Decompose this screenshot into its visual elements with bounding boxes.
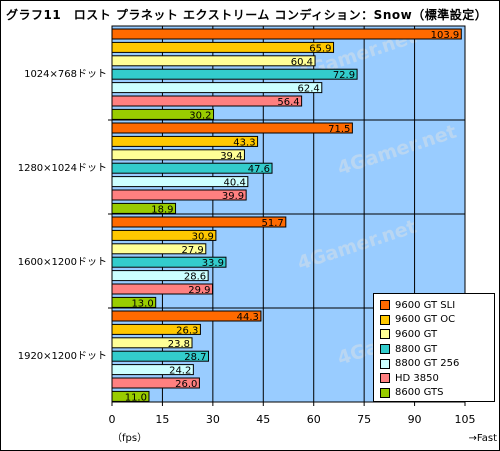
data-label: 23.8 [168,339,190,350]
data-label: 26.3 [176,325,198,336]
bar [111,243,207,255]
bar [111,122,353,134]
legend-label: 8800 GT 256 [395,358,460,370]
legend-label: 8600 GTS [395,387,444,399]
data-label: 60.4 [291,57,313,68]
legend-swatch [380,358,390,369]
data-label: 47.6 [248,164,270,175]
data-label: 72.9 [333,70,355,81]
legend-item: HD 3850 [380,371,490,386]
bar [111,364,194,376]
bar [111,229,217,241]
legend-item: 9600 GT OC [380,313,490,328]
x-tick-label: 105 [455,413,476,426]
legend-swatch [380,387,390,398]
bar [111,256,227,268]
legend-label: HD 3850 [395,372,439,384]
data-label: 40.4 [224,178,246,189]
legend-swatch [380,373,390,384]
data-label: 11.0 [125,392,147,403]
bar [111,337,193,349]
x-tick-label: 45 [256,413,270,426]
bar [111,377,200,389]
bar [111,323,201,335]
bar [111,28,462,40]
bar [111,283,214,295]
data-label: 28.7 [184,352,206,363]
legend-label: 9600 GT [395,328,438,340]
x-axis-label-units: （fps） [112,432,147,444]
bar [111,108,215,120]
data-label: 43.3 [233,137,255,148]
x-tick-label: 90 [408,413,422,426]
legend-item: 8600 GTS [380,386,490,401]
data-label: 56.4 [277,97,299,108]
legend-swatch [380,314,390,325]
chart-title: グラフ11 ロスト プラネット エクストリーム コンディション：Snow（標準設… [6,8,488,22]
bar [111,390,150,402]
bar [111,162,273,174]
bar [111,82,323,94]
legend-label: 9600 GT SLI [395,299,456,311]
data-label: 65.9 [309,43,331,54]
category-label: 1920×1200ドット [18,351,107,362]
category-label: 1600×1200ドット [18,257,107,268]
bar [111,41,335,53]
bar [111,95,303,107]
x-tick-label: 15 [155,413,169,426]
data-label: 28.6 [184,272,206,283]
bar [111,149,245,161]
bar [111,270,209,282]
data-label: 71.5 [328,124,350,135]
bar [111,68,358,80]
bar [111,176,249,188]
bar [111,310,262,322]
data-label: 26.0 [175,379,197,390]
data-label: 30.2 [189,110,211,121]
data-label: 103.9 [431,30,460,41]
data-label: 13.0 [131,298,153,309]
x-tick-label: 75 [357,413,371,426]
data-label: 51.7 [262,218,284,229]
bar [111,216,287,228]
bar [111,350,209,362]
data-label: 39.4 [220,151,242,162]
legend-swatch [380,329,390,340]
data-label: 27.9 [182,245,204,256]
legend: 9600 GT SLI 9600 GT OC 9600 GT 8800 GT 8800 … [373,293,495,402]
legend-label: 8800 GT [395,343,438,355]
category-label: 1280×1024ドット [18,163,107,174]
x-tick-label: 60 [307,413,321,426]
bar [111,189,247,201]
legend-item: 9600 GT SLI [380,298,490,313]
data-label: 44.3 [237,312,259,323]
bar [111,135,259,147]
x-tick-label: 30 [206,413,220,426]
data-label: 39.9 [222,191,244,202]
bar [111,202,177,214]
x-axis-label-direction: →Fast [469,433,498,444]
data-label: 30.9 [192,231,214,242]
x-tick-label: 0 [109,413,116,426]
data-label: 29.9 [188,285,210,296]
legend-swatch [380,300,390,311]
data-label: 18.9 [151,204,173,215]
bar [111,55,316,67]
legend-label: 9600 GT OC [395,314,456,326]
category-label: 1024×768ドット [24,69,107,80]
legend-swatch [380,344,390,355]
data-label: 33.9 [202,258,224,269]
legend-item: 8800 GT [380,342,490,357]
data-label: 24.2 [169,366,191,377]
legend-item: 8800 GT 256 [380,356,490,371]
legend-item: 9600 GT [380,327,490,342]
data-label: 62.4 [298,84,320,95]
bar [111,296,157,308]
